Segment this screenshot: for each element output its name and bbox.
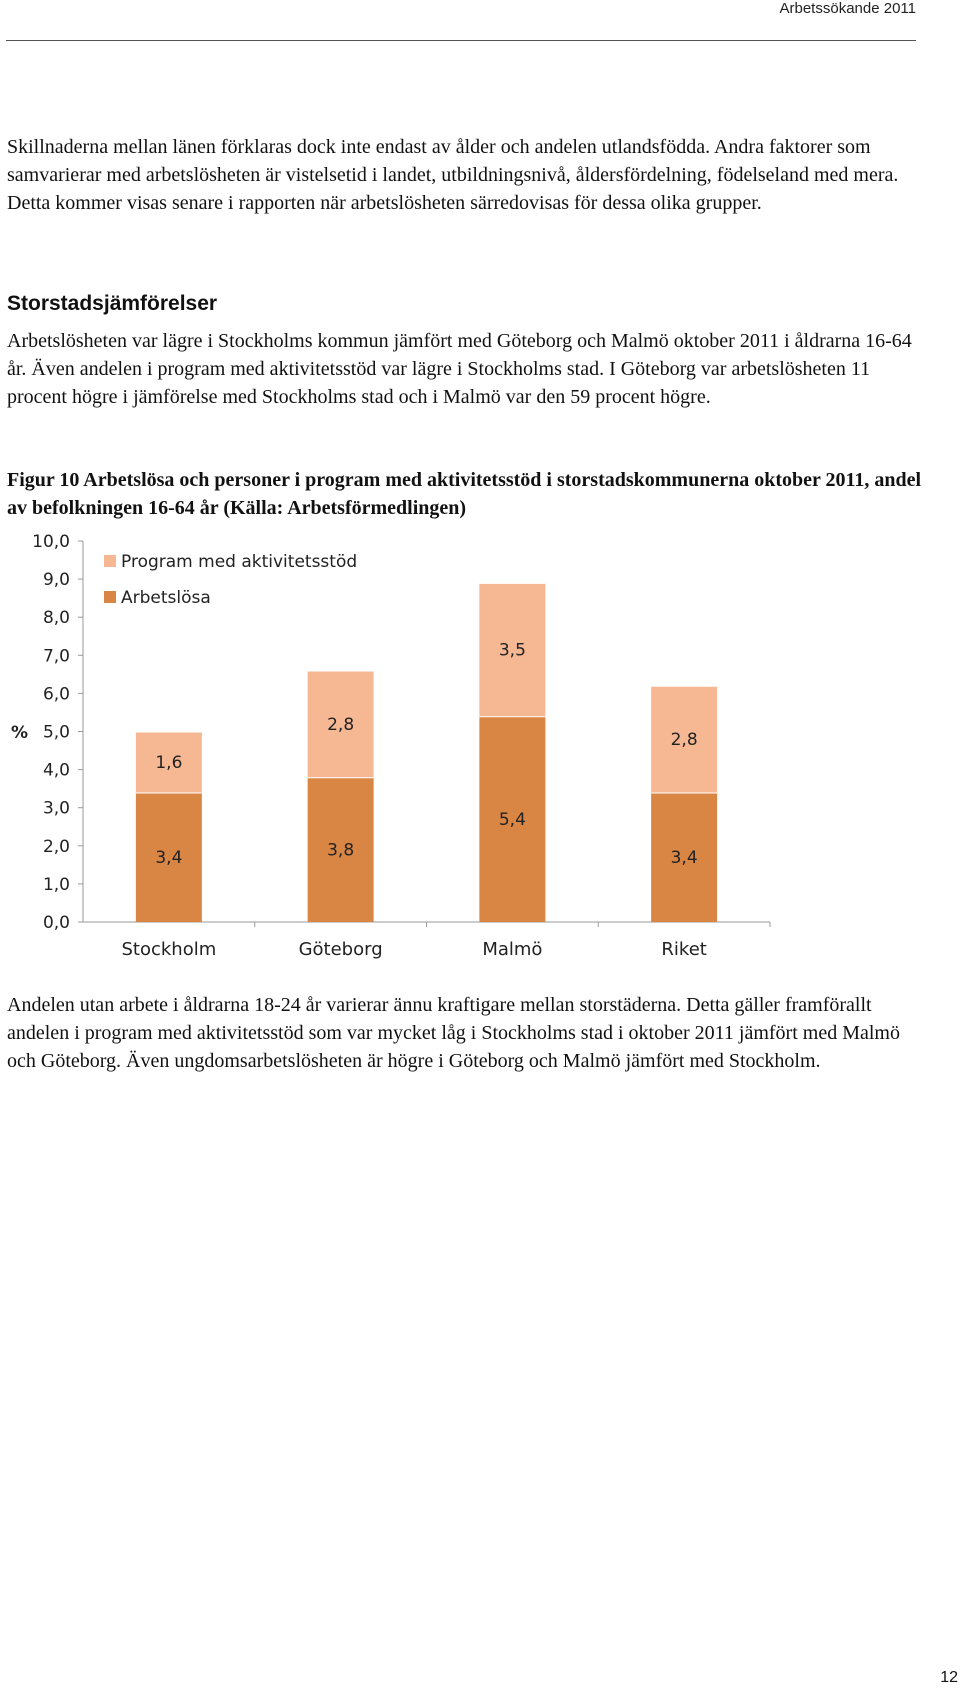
- x-tick-label: Riket: [661, 939, 706, 960]
- data-label: 1,6: [155, 753, 182, 773]
- stacked-bar-chart: 0,0 1,0 2,0 3,0 4,0 5,0 6,0 7,0 8,0 9,0 10,0% 3,4 1,…: [11, 532, 771, 960]
- legend-label: Arbetslösa: [121, 588, 211, 608]
- bar-segment: [307, 777, 374, 922]
- y-tick-label: 8,0: [43, 608, 70, 628]
- y-axis-label: %: [11, 723, 28, 743]
- bar-segment: [479, 582, 546, 717]
- x-tick-label: Göteborg: [299, 939, 383, 960]
- x-tick-label: Malmö: [482, 939, 542, 960]
- legend-swatch: [104, 591, 116, 603]
- y-tick-label: 7,0: [43, 646, 70, 666]
- data-label: 2,8: [327, 715, 354, 735]
- y-tick-label: 3,0: [43, 799, 70, 819]
- data-label: 3,4: [155, 848, 182, 868]
- data-label: 3,4: [671, 848, 698, 868]
- y-tick-label: 4,0: [43, 761, 70, 781]
- legend-label: Program med aktivitetsstöd: [121, 552, 357, 572]
- intro-paragraph: Skillnaderna mellan länen förklaras dock…: [7, 136, 899, 214]
- y-tick-label: 5,0: [43, 723, 70, 743]
- y-tick-label: 2,0: [43, 837, 70, 857]
- y-tick-label: 10,0: [32, 532, 70, 552]
- header-rule: [6, 40, 916, 41]
- bar-segment: [307, 670, 374, 778]
- data-label: 5,4: [499, 810, 526, 830]
- bar-segment: [135, 792, 202, 922]
- legend-swatch: [104, 555, 116, 567]
- y-tick-label: 6,0: [43, 684, 70, 704]
- figure-caption: Figur 10 Arbetslösa och personer i progr…: [7, 469, 922, 519]
- x-tick-label: Stockholm: [121, 939, 216, 960]
- data-label: 3,8: [327, 841, 354, 861]
- comparison-paragraph: Arbetslösheten var lägre i Stockholms ko…: [7, 330, 912, 408]
- bar-segment: [651, 685, 718, 793]
- data-label: 3,5: [499, 641, 526, 661]
- y-tick-label: 0,0: [43, 913, 70, 933]
- youth-paragraph: Andelen utan arbete i åldrarna 18-24 år …: [7, 994, 900, 1072]
- bar-segment: [135, 731, 202, 793]
- data-label: 2,8: [671, 730, 698, 750]
- page-header-title: Arbetssökande 2011: [779, 0, 917, 17]
- page-number: 12: [940, 1669, 958, 1686]
- bar-segment: [651, 792, 718, 922]
- section-heading: Storstadsjämförelser: [7, 292, 218, 315]
- y-tick-label: 1,0: [43, 875, 70, 895]
- y-tick-label: 9,0: [43, 570, 70, 590]
- bar-segment: [479, 716, 546, 922]
